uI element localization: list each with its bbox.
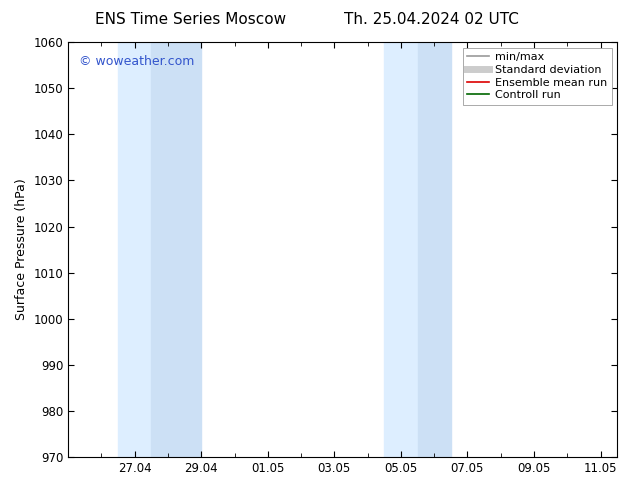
Text: © woweather.com: © woweather.com bbox=[79, 54, 195, 68]
Bar bbox=[418, 42, 451, 457]
Text: ENS Time Series Moscow: ENS Time Series Moscow bbox=[94, 12, 286, 27]
Y-axis label: Surface Pressure (hPa): Surface Pressure (hPa) bbox=[15, 179, 28, 320]
Legend: min/max, Standard deviation, Ensemble mean run, Controll run: min/max, Standard deviation, Ensemble me… bbox=[463, 48, 612, 105]
Bar bbox=[384, 42, 418, 457]
Bar bbox=[152, 42, 201, 457]
Bar bbox=[118, 42, 152, 457]
Text: Th. 25.04.2024 02 UTC: Th. 25.04.2024 02 UTC bbox=[344, 12, 519, 27]
